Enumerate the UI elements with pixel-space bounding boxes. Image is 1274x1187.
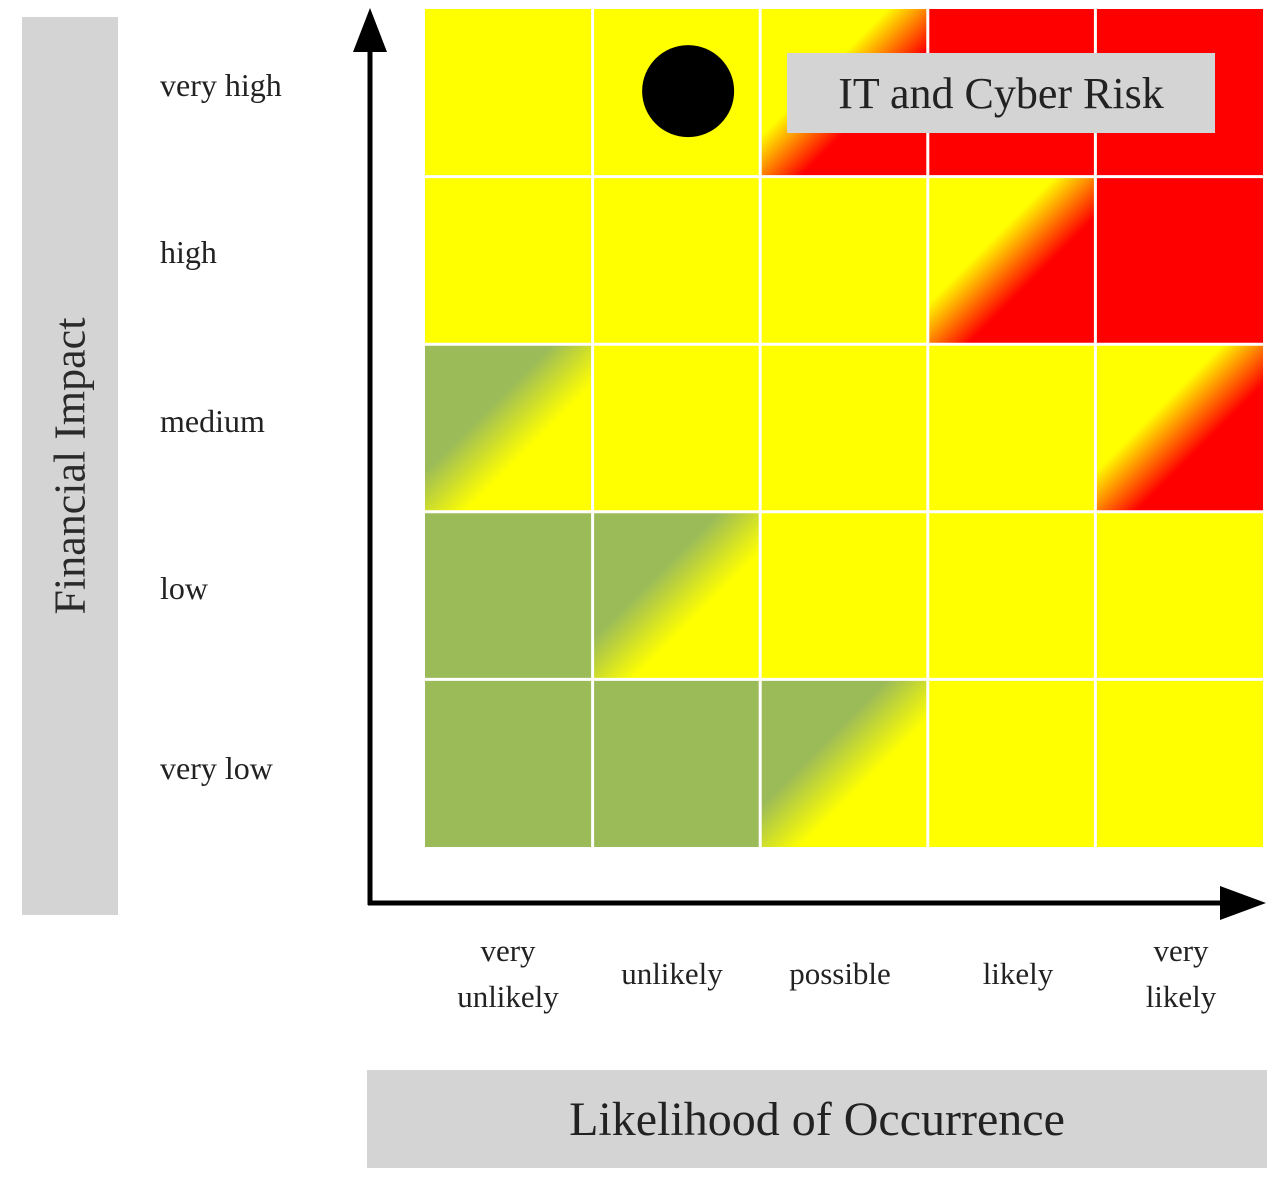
marker-layer [642, 45, 735, 138]
cell-possible-medium [760, 344, 928, 512]
cell-very-unlikely-low [425, 511, 593, 680]
cell-likely-very-low [927, 679, 1096, 847]
y-axis-label-box [22, 17, 118, 915]
cell-unlikely-low [592, 511, 761, 680]
y-tick-label: low [160, 570, 208, 606]
cell-possible-very-low [760, 679, 928, 847]
cell-unlikely-medium [592, 344, 761, 512]
chart-title-box: IT and Cyber Risk [787, 53, 1215, 133]
cell-likely-high [927, 176, 1096, 345]
cell-very-likely-high [1095, 176, 1263, 345]
cell-very-likely-low [1095, 511, 1263, 680]
y-tick-label: very high [160, 67, 282, 103]
cell-very-unlikely-very-low [425, 679, 593, 847]
x-tick-label: very likely [1145, 933, 1217, 1014]
cell-possible-low [760, 511, 928, 680]
cell-likely-low [927, 511, 1096, 680]
y-tick-label: high [160, 234, 217, 270]
cells-layer [425, 9, 1263, 847]
risk-marker [642, 45, 735, 138]
cell-unlikely-high [592, 176, 761, 345]
chart-title: IT and Cyber Risk [838, 68, 1164, 118]
cell-very-likely-medium [1095, 344, 1263, 512]
grid-layer [425, 9, 1263, 847]
x-tick-label: possible [789, 956, 891, 991]
axes [353, 8, 1266, 920]
x-tick-label: likely [982, 956, 1054, 991]
cell-very-likely-very-low [1095, 679, 1263, 847]
cell-likely-medium [927, 344, 1096, 512]
cell-very-unlikely-very-high [425, 9, 593, 177]
cell-unlikely-very-low [592, 679, 761, 847]
x-tick-label: very unlikely [457, 933, 559, 1014]
x-tick-label: unlikely [621, 956, 723, 991]
y-tick-label: very low [160, 750, 273, 786]
cell-very-unlikely-medium [425, 344, 593, 512]
y-axis-arrowhead [353, 8, 387, 52]
x-axis-arrowhead [1220, 886, 1266, 920]
cell-very-unlikely-high [425, 176, 593, 345]
x-axis-label-box: Likelihood of Occurrence [367, 1070, 1267, 1168]
cell-possible-high [760, 176, 928, 345]
x-axis-label: Likelihood of Occurrence [569, 1092, 1065, 1146]
y-tick-label: medium [160, 403, 265, 439]
